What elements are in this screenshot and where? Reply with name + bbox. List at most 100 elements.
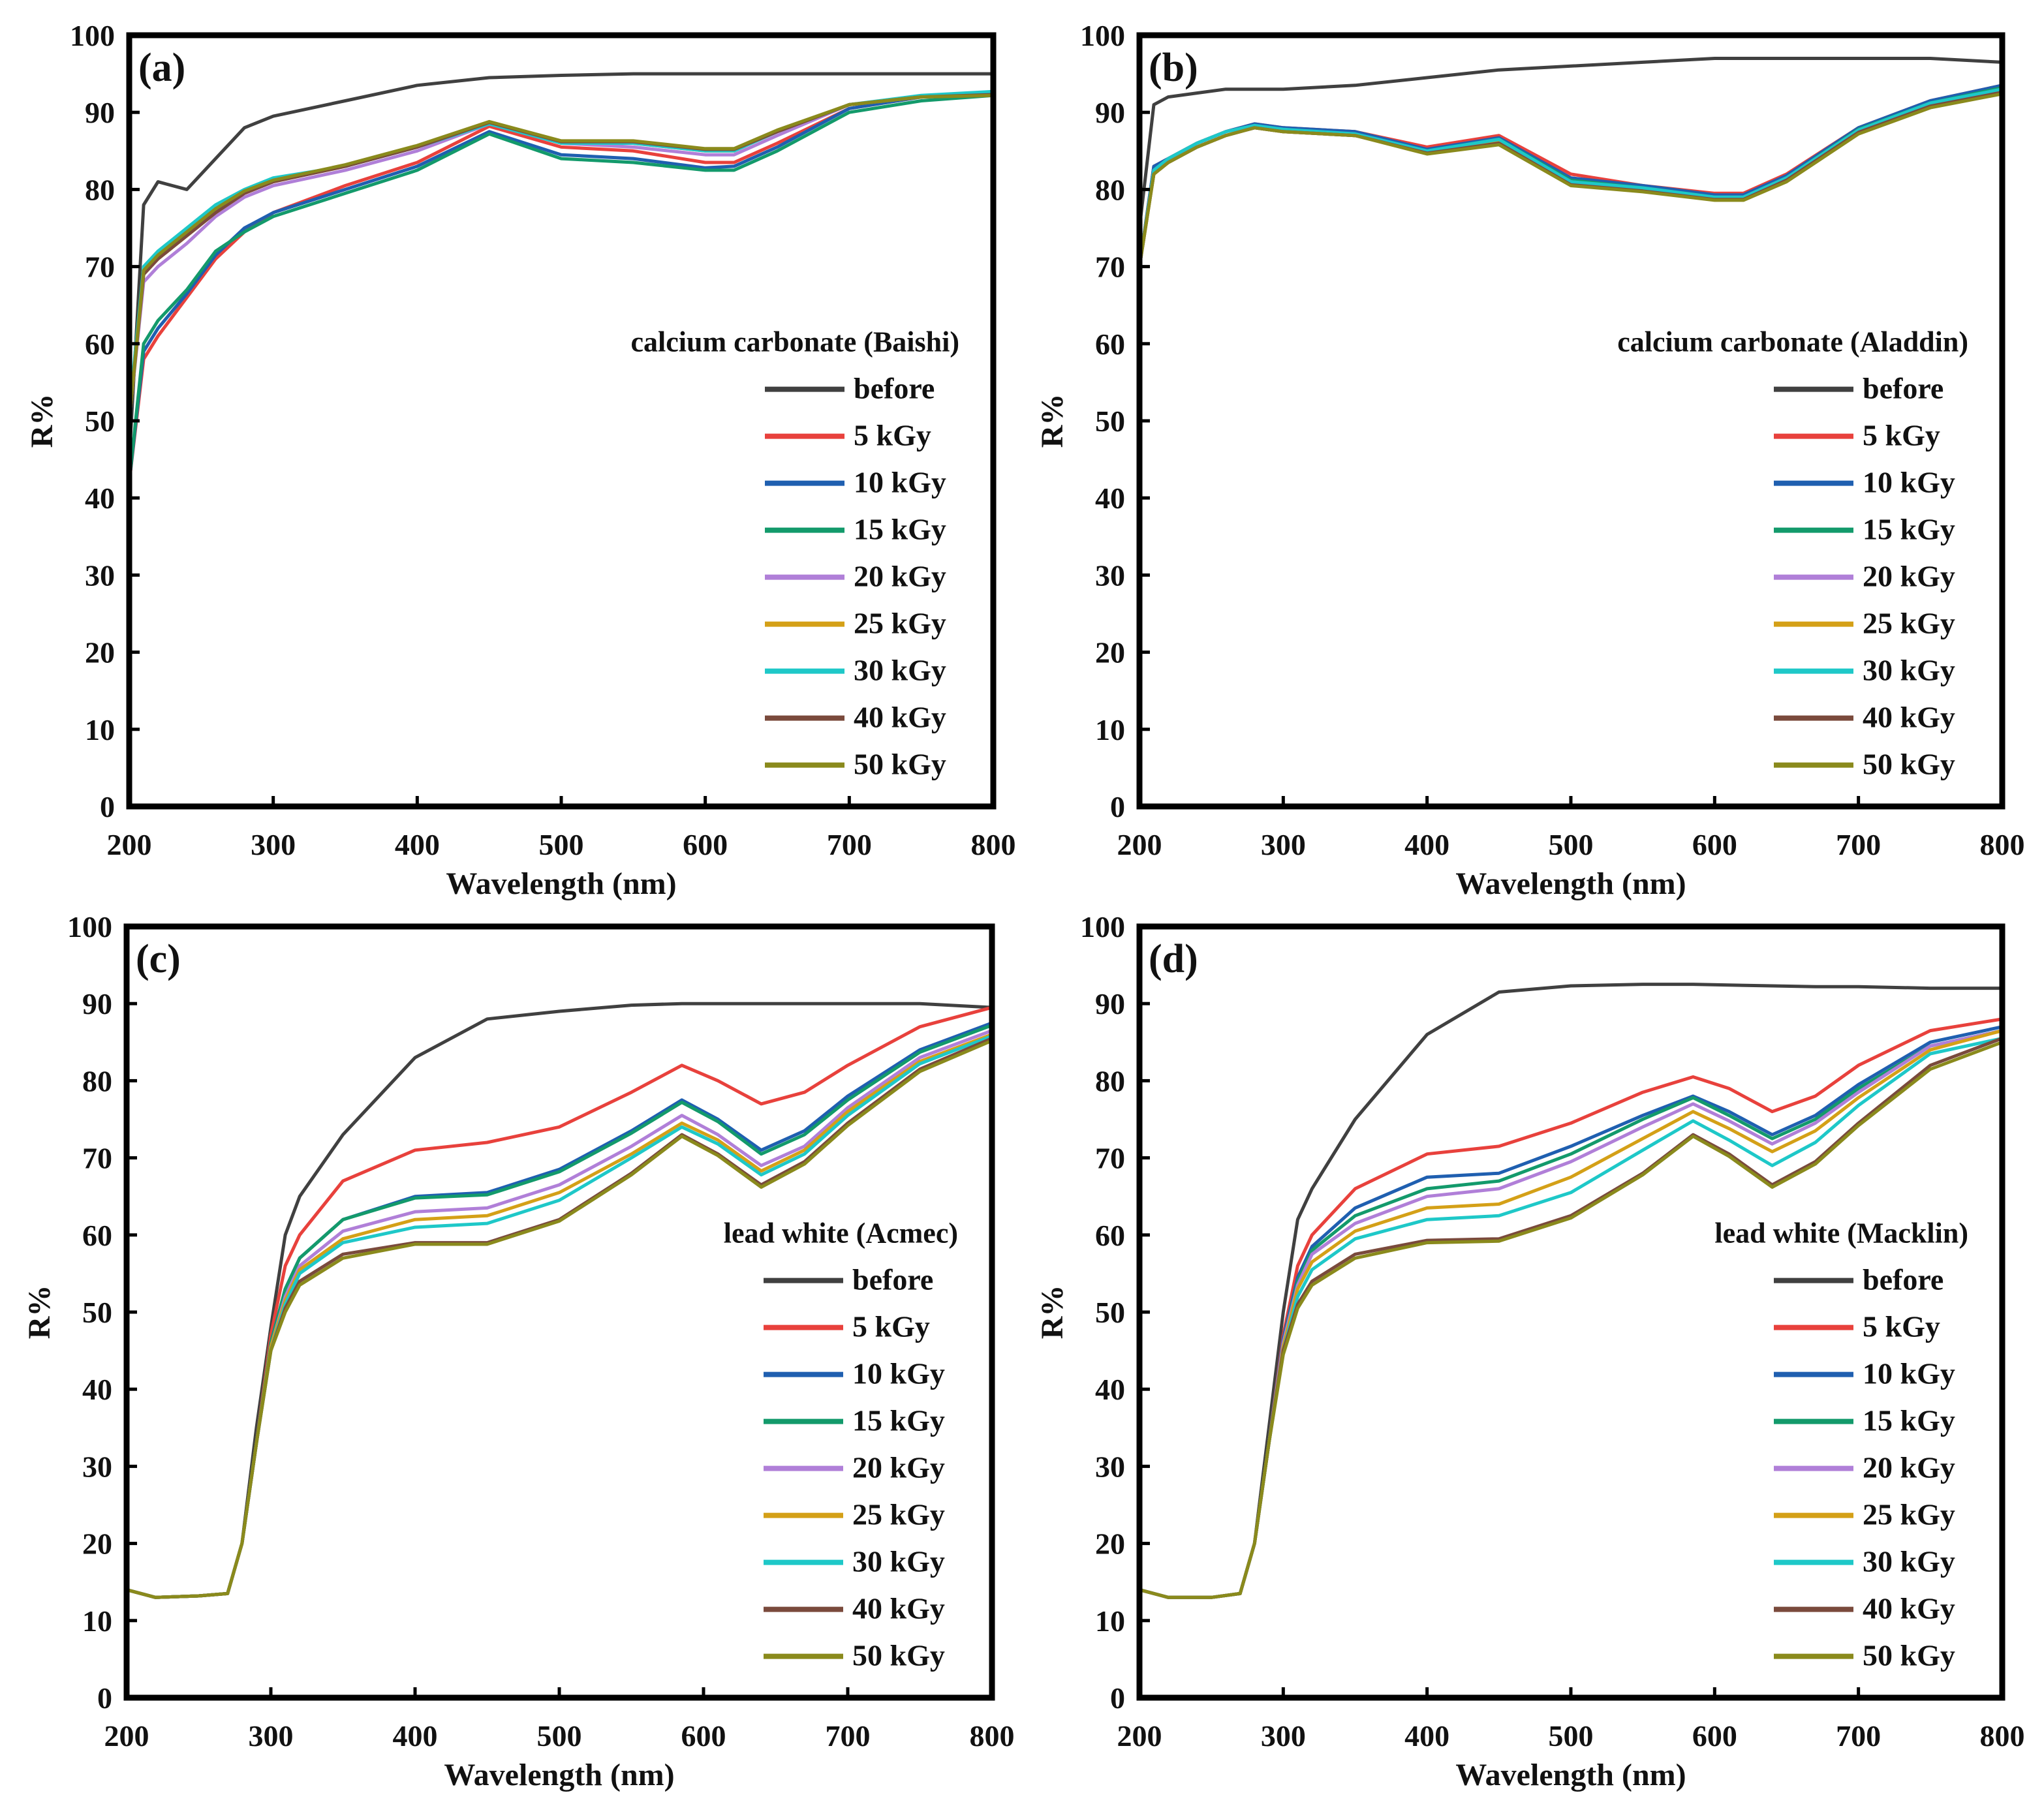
- y-tick-label: 80: [82, 1064, 112, 1097]
- x-tick-label: 300: [251, 828, 296, 861]
- legend-entry: 40 kGy: [1863, 701, 1955, 734]
- y-tick-label: 90: [85, 96, 115, 129]
- legend-entry: 25 kGy: [1863, 607, 1955, 640]
- legend-entry: 50 kGy: [852, 1639, 945, 1672]
- panel-label: (a): [138, 46, 185, 90]
- y-tick-label: 0: [1110, 1681, 1125, 1715]
- y-tick-label: 30: [82, 1450, 112, 1483]
- y-tick-label: 10: [82, 1604, 112, 1638]
- y-tick-label: 60: [85, 328, 115, 361]
- legend-entry: 5 kGy: [852, 1310, 930, 1343]
- y-axis-title: R%: [25, 394, 59, 448]
- series-line-10-kgy: [129, 91, 993, 485]
- y-tick-label: 70: [82, 1142, 112, 1175]
- series-lines: [1139, 57, 2002, 269]
- legend-entry: 25 kGy: [854, 607, 946, 640]
- legend-entry: 40 kGy: [852, 1592, 945, 1625]
- legend-entry: 25 kGy: [852, 1498, 945, 1531]
- series-line-10-kgy: [1139, 84, 2002, 269]
- y-tick-label: 70: [85, 251, 115, 284]
- x-tick-label: 500: [1549, 1719, 1594, 1752]
- legend-entry: 20 kGy: [854, 560, 946, 593]
- y-tick-label: 100: [67, 910, 112, 943]
- y-tick-label: 60: [82, 1219, 112, 1252]
- x-tick-label: 300: [1261, 1719, 1306, 1752]
- x-axis-title: Wavelength (nm): [1455, 866, 1686, 901]
- y-tick-label: 20: [1095, 636, 1125, 669]
- chart-panel-a: 200 300 400 500 600 700 800 0 10 20 30 40 50 60 70 80 90…: [25, 19, 1016, 901]
- y-tick-label: 90: [1095, 987, 1125, 1020]
- x-tick-label: 600: [681, 1719, 726, 1752]
- legend-entry: 15 kGy: [1863, 1404, 1955, 1437]
- x-tick-label: 200: [107, 828, 152, 861]
- y-tick-label: 40: [82, 1373, 112, 1406]
- y-tick-label: 90: [82, 987, 112, 1020]
- panel-label: (b): [1149, 46, 1198, 90]
- legend-entry: 50 kGy: [854, 748, 946, 781]
- y-tick-label: 0: [97, 1681, 112, 1715]
- series-lines: [1139, 983, 2002, 1599]
- y-tick-label: 10: [1095, 713, 1125, 746]
- legend-entry: 10 kGy: [1863, 1357, 1955, 1390]
- legend-title: calcium carbonate (Baishi): [630, 326, 959, 358]
- legend-entry: before: [1863, 1263, 1943, 1296]
- x-tick-label: 500: [537, 1719, 582, 1752]
- y-tick-label: 90: [1095, 96, 1125, 129]
- y-tick-label: 80: [85, 173, 115, 206]
- x-tick-label: 800: [1980, 1719, 2025, 1752]
- legend-entry: 30 kGy: [1863, 1545, 1955, 1578]
- y-tick-label: 100: [1080, 910, 1125, 943]
- legend-entry: 30 kGy: [854, 654, 946, 687]
- legend-entry: 5 kGy: [854, 419, 931, 452]
- series-lines: [127, 1002, 992, 1599]
- x-tick-label: 400: [393, 1719, 438, 1752]
- y-tick-label: 60: [1095, 1219, 1125, 1252]
- x-axis-title: Wavelength (nm): [444, 1758, 674, 1792]
- x-tick-label: 300: [249, 1719, 294, 1752]
- legend-entry: 50 kGy: [1863, 1639, 1955, 1672]
- legend-entry: 25 kGy: [1863, 1498, 1955, 1531]
- series-line-50-kgy: [1139, 92, 2002, 269]
- y-tick-label: 50: [82, 1296, 112, 1329]
- x-tick-label: 700: [827, 828, 872, 861]
- legend-title: lead white (Macklin): [1714, 1217, 1968, 1249]
- legend-entry: 30 kGy: [852, 1545, 945, 1578]
- y-tick-label: 30: [1095, 1450, 1125, 1483]
- legend-entry: 5 kGy: [1863, 1310, 1940, 1343]
- series-line-30-kgy: [1139, 87, 2002, 269]
- x-tick-label: 400: [395, 828, 440, 861]
- x-tick-label: 800: [970, 1719, 1015, 1752]
- legend-entry: before: [854, 372, 935, 405]
- series-line-15-kgy: [129, 93, 993, 485]
- x-axis-title: Wavelength (nm): [1455, 1758, 1686, 1792]
- legend-entry: before: [1863, 372, 1943, 405]
- legend-entry: 20 kGy: [1863, 560, 1955, 593]
- x-tick-label: 400: [1404, 1719, 1449, 1752]
- legend-entry: before: [852, 1263, 933, 1296]
- x-tick-label: 200: [1117, 1719, 1162, 1752]
- chart-panel-b: 200 300 400 500 600 700 800 0 10 20 30 40 50 60 70 80 90…: [1035, 19, 2025, 901]
- chart-panel-c: 200 300 400 500 600 700 800 0 10 20 30 40 50 60 70 80 90…: [22, 910, 1015, 1792]
- y-axis-title: R%: [22, 1285, 57, 1339]
- y-tick-label: 10: [85, 713, 115, 746]
- y-tick-label: 0: [1110, 790, 1125, 823]
- legend-title: calcium carbonate (Aladdin): [1617, 326, 1968, 358]
- series-line-5-kgy: [1139, 84, 2002, 269]
- x-tick-label: 600: [1692, 828, 1737, 861]
- series-line-5-kgy: [129, 91, 993, 485]
- legend-entry: 15 kGy: [1863, 513, 1955, 546]
- y-tick-label: 20: [85, 636, 115, 669]
- series-line-before: [1139, 57, 2002, 230]
- y-tick-label: 100: [1080, 19, 1125, 52]
- series-line-50-kgy: [1139, 1040, 2002, 1599]
- x-tick-label: 600: [1692, 1719, 1737, 1752]
- y-tick-label: 50: [1095, 1296, 1125, 1329]
- y-tick-label: 80: [1095, 173, 1125, 206]
- y-tick-label: 10: [1095, 1604, 1125, 1638]
- legend-entry: 10 kGy: [852, 1357, 945, 1390]
- y-tick-label: 20: [1095, 1527, 1125, 1561]
- legend-entry: 30 kGy: [1863, 654, 1955, 687]
- y-tick-label: 60: [1095, 328, 1125, 361]
- x-tick-label: 200: [1117, 828, 1162, 861]
